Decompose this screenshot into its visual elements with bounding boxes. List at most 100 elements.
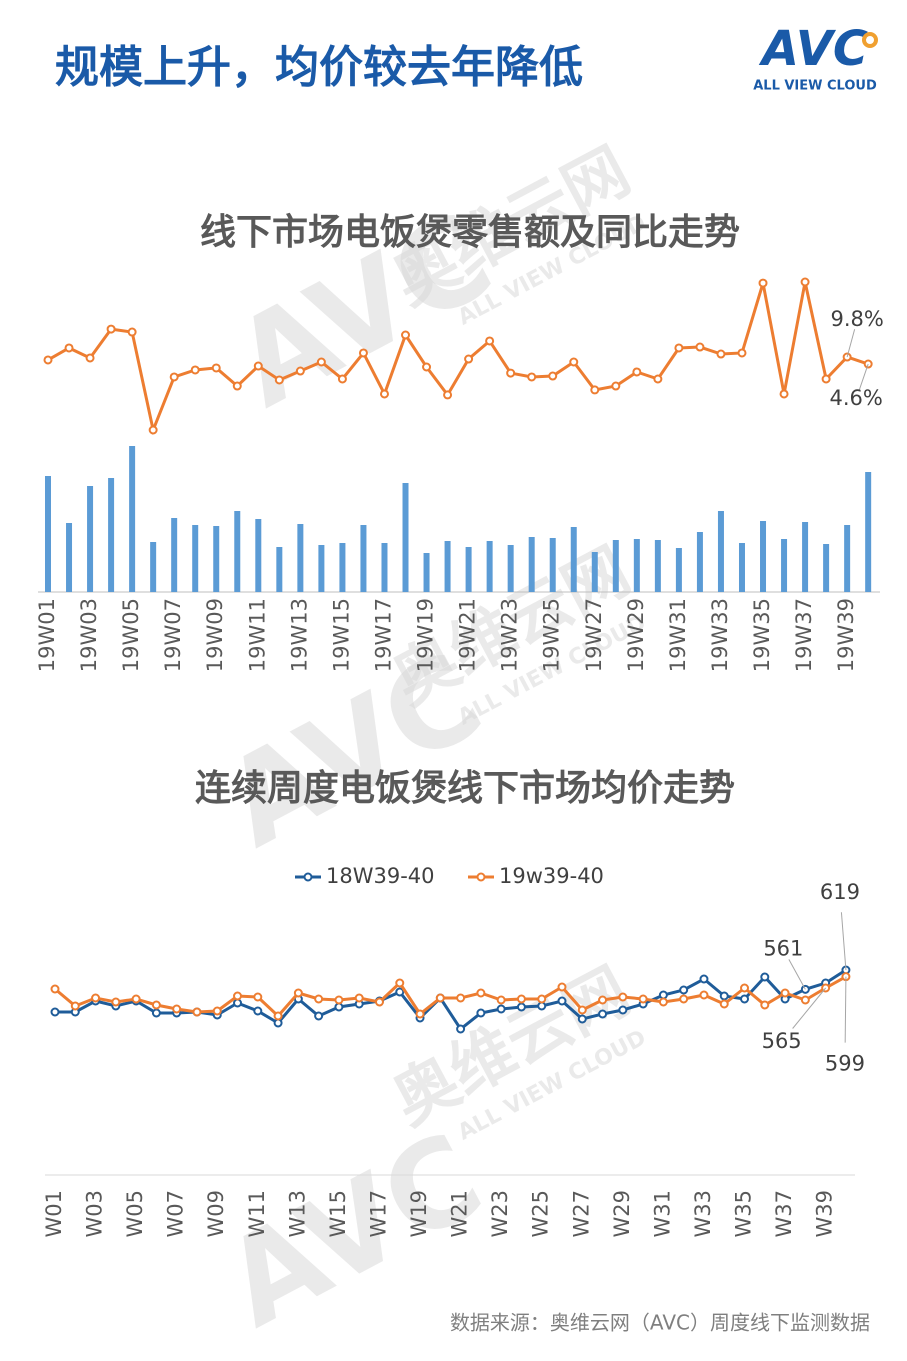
marker (253, 361, 263, 371)
bar (192, 525, 199, 592)
marker (719, 991, 729, 1001)
bar (760, 521, 767, 592)
marker (401, 330, 411, 340)
x-tick-label: W17 (366, 1190, 390, 1238)
chart-title: 线下市场电饭煲零售额及同比走势 (200, 212, 740, 253)
marker (253, 992, 263, 1002)
x-tick-label: W25 (529, 1190, 553, 1238)
x-tick-label: W05 (123, 1190, 147, 1238)
marker (800, 277, 810, 287)
legend-label: 19w39-40 (499, 864, 604, 888)
bar (823, 544, 830, 592)
marker (151, 1000, 161, 1010)
marker (618, 1005, 628, 1015)
data-label: 565 (762, 1029, 802, 1053)
logo-sub: ALL VIEW CLOUD (753, 79, 877, 94)
marker (212, 1006, 222, 1016)
marker (211, 363, 221, 373)
x-tick-label: W35 (732, 1190, 756, 1238)
bar (717, 511, 724, 592)
leader-line (846, 329, 856, 358)
bar (213, 526, 220, 592)
marker (569, 357, 579, 367)
marker (192, 1007, 202, 1017)
x-tick-label: 19W19 (414, 598, 438, 672)
marker (131, 994, 141, 1004)
bar (465, 547, 472, 592)
marker (658, 997, 668, 1007)
x-tick-label: 19W21 (456, 598, 480, 672)
x-tick-label: 19W07 (161, 598, 185, 672)
marker (658, 990, 668, 1000)
marker (233, 991, 243, 1001)
marker (821, 374, 831, 384)
leader-line (858, 363, 869, 391)
bar (171, 518, 178, 592)
bar (234, 511, 241, 592)
x-tick-label: 19W11 (245, 598, 269, 672)
x-tick-label: W19 (407, 1190, 431, 1238)
marker (638, 994, 648, 1004)
chart-title: 连续周度电饭煲线下市场均价走势 (195, 768, 735, 809)
bar (66, 523, 73, 592)
bar (802, 522, 809, 592)
marker (232, 381, 242, 391)
marker (506, 368, 516, 378)
marker (111, 997, 121, 1007)
marker (577, 1014, 587, 1024)
marker (106, 324, 116, 334)
x-tick-label: W29 (610, 1190, 634, 1238)
x-tick-label: W11 (245, 1190, 269, 1238)
x-tick-label: W31 (650, 1190, 674, 1238)
bar (738, 543, 745, 592)
x-tick-label: W15 (326, 1190, 350, 1238)
marker (316, 357, 326, 367)
marker (760, 972, 770, 982)
marker (253, 1006, 263, 1016)
data-label: 561 (763, 936, 803, 960)
bar (423, 553, 430, 592)
line (54, 975, 847, 1019)
watermarks: AVC 奥维云网 ALL VIEW CLOUD AVC 奥维云网 ALL VIE… (204, 134, 651, 1354)
marker (295, 366, 305, 376)
marker (456, 1024, 466, 1034)
bar (549, 538, 556, 592)
x-tick-label: W21 (448, 1190, 472, 1238)
x-tick-label: W03 (83, 1190, 107, 1238)
x-tick-label: W09 (204, 1190, 228, 1238)
marker (719, 999, 729, 1009)
x-tick-label: W23 (488, 1190, 512, 1238)
bar (675, 548, 682, 592)
leader-line (844, 976, 847, 1043)
marker (695, 342, 705, 352)
marker (151, 1008, 161, 1018)
bar (444, 541, 451, 592)
x-tick-label: 19W37 (792, 598, 816, 672)
marker (485, 336, 495, 346)
bar (297, 524, 304, 592)
source-note: 数据来源：奥维云网（AVC）周度线下监测数据 (450, 1311, 870, 1335)
bar (696, 532, 703, 592)
x-tick-label: 19W23 (498, 598, 522, 672)
bar (255, 519, 262, 592)
leader-line (788, 959, 806, 990)
x-tick-label: W33 (691, 1190, 715, 1238)
marker (618, 992, 628, 1002)
x-tick-label: 19W17 (371, 598, 395, 672)
marker (679, 985, 689, 995)
legend-swatch (303, 872, 313, 882)
x-tick-label: W27 (569, 1190, 593, 1238)
marker (172, 1004, 182, 1014)
bar (360, 525, 367, 592)
data-label: 4.6% (829, 386, 882, 410)
leader-line (840, 912, 847, 971)
marker (443, 390, 453, 400)
line (47, 281, 869, 436)
x-tick-label: W01 (42, 1190, 66, 1238)
marker (516, 994, 526, 1004)
x-tick-label: 19W13 (287, 598, 311, 672)
marker (43, 355, 53, 365)
x-tick-label: W13 (285, 1190, 309, 1238)
